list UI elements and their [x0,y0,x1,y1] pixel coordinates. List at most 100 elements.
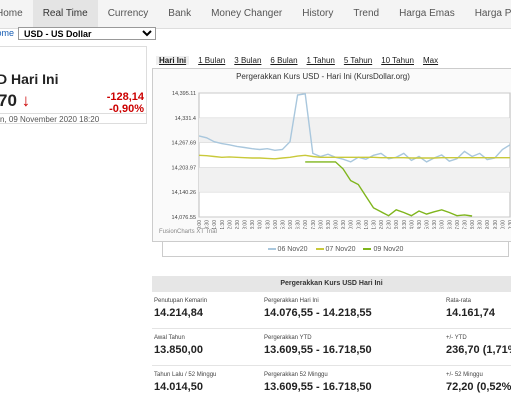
nav-harga-emas[interactable]: Harga Emas [399,8,455,19]
y-tick-label: 14,140.26 [172,190,196,196]
nav-harga-perak[interactable]: Harga Perak [474,8,511,19]
x-tick-label: 11:00 [364,220,370,229]
cell-label: Pergerakkan 52 Minggu [264,372,328,378]
legend-entry[interactable]: 09 Nov20 [363,246,403,253]
x-tick-label: 12:00 [379,220,385,229]
stats-table: Pergerakkan Kurs USD Hari Ini Penutupan … [152,276,511,400]
stats-table-header: Pergerakkan Kurs USD Hari Ini [152,276,511,292]
x-tick-label: 03:30 [250,220,256,229]
legend-entry[interactable]: 06 Nov20 [267,246,308,253]
nav-history[interactable]: History [302,8,334,19]
x-tick-label: 07:00 [303,220,309,229]
legend-swatch [363,248,372,250]
grid-band [199,117,510,143]
cell-label: Tahun Lalu / 52 Minggu [154,372,217,378]
table-row: Penutupan Kemarin 14.214,84 Pergerakkan H… [152,292,511,329]
cell-value: 72,20 (0,52% [446,381,511,393]
legend-label: 07 Nov20 [325,245,356,253]
cell-value: 14.014,50 [154,381,203,393]
x-tick-label: 15:00 [425,220,431,229]
x-tick-label: 13:30 [402,220,408,229]
tab-6-bulan[interactable]: 6 Bulan [270,56,298,65]
x-tick-label: 17:30 [462,220,468,229]
grid-band [199,167,510,193]
tab-3-bulan[interactable]: 3 Bulan [234,56,262,65]
x-tick-label: 01:00 [212,220,218,229]
cell-value: 14.214,84 [154,307,203,319]
period-tabs: Hari Ini 1 Bulan 3 Bulan 6 Bulan 1 Tahun… [156,56,447,65]
tab-1-bulan[interactable]: 1 Bulan [198,56,226,65]
rate-chart: Pergerakkan Kurs USD - Hari Ini (KursDol… [152,68,511,242]
tab-hari-ini[interactable]: Hari Ini [156,56,190,65]
nav-currency[interactable]: Currency [107,8,149,19]
cell-value: 236,70 (1,71% [446,344,511,356]
x-tick-label: 06:30 [296,220,302,229]
nav-money-changer[interactable]: Money Changer [211,8,283,19]
tab-1-tahun[interactable]: 1 Tahun [306,56,335,65]
breadcrumb-home-link[interactable]: Home [0,28,15,38]
x-tick-label: 04:30 [265,220,271,229]
x-tick-label: 18:00 [470,220,476,229]
plot-area [198,92,511,218]
x-tick-label: 10:00 [349,220,355,229]
summary-divider [0,113,146,114]
x-tick-label: 08:00 [318,220,324,229]
legend-label: 09 Nov20 [373,245,404,253]
table-cell: +/- 52 Minggu 72,20 (0,52% [444,366,511,402]
nav-real-time[interactable]: Real Time [32,0,98,28]
legend-swatch [315,248,324,250]
cell-label: Penutupan Kemarin [154,298,208,304]
tab-5-tahun[interactable]: 5 Tahun [343,56,373,65]
x-tick-label: 00:30 [205,220,211,229]
nav-home[interactable]: Home [0,8,23,19]
cell-label: Awal Tahun [154,335,185,341]
table-cell: +/- YTD 236,70 (1,71% [444,329,511,365]
x-tick-label: 10:30 [356,220,362,229]
x-tick-label: 17:00 [455,220,461,229]
x-tick-label: 03:00 [243,220,249,229]
summary-rate: 70 ↓ [0,91,30,111]
x-tick-label: 02:00 [227,220,233,229]
y-tick-label: 14,076.55 [172,215,196,221]
breadcrumb: Home USD - US Dollar [0,26,157,40]
summary-date: n, 09 November 2020 18:20 [0,115,100,124]
tab-10-tahun[interactable]: 10 Tahun [381,56,414,65]
cell-value: 13.850,00 [154,344,203,356]
x-tick-label: 05:00 [273,220,279,229]
table-cell: Rata-rata 14.161,74 [444,292,511,328]
cell-label: Rata-rata [446,298,472,304]
x-tick-label: 19:00 [485,220,491,229]
cell-label: Pergerakkan Hari Ini [264,298,319,304]
x-tick-label: 04:00 [258,220,264,229]
summary-change-abs: -128,14 [106,91,144,103]
cell-label: +/- YTD [446,335,467,341]
x-tick-label: 15:30 [432,220,438,229]
y-tick-label: 14,267.69 [172,141,196,147]
table-cell: Pergerakkan 52 Minggu 13.609,55 - 16.718,… [262,366,444,402]
x-tick-label: 16:30 [447,220,453,229]
arrow-down-icon: ↓ [21,91,31,110]
legend-entry[interactable]: 07 Nov20 [315,245,356,253]
y-tick-label: 14,395.11 [172,91,196,97]
x-tick-label: 20:30 [508,220,511,229]
nav-trend[interactable]: Trend [353,8,380,19]
currency-select[interactable]: USD - US Dollar [18,26,157,40]
cell-value: 14.161,74 [446,307,495,319]
summary-change-pct: -0,90% [109,103,144,115]
x-tick-label: 01:30 [220,220,226,229]
x-tick-label: 19:30 [493,220,499,229]
legend-swatch [267,248,276,250]
x-tick-label: 11:30 [371,220,377,229]
x-tick-label: 09:00 [334,220,340,229]
cell-label: +/- 52 Minggu [446,372,483,378]
cell-value: 14.076,55 - 14.218,55 [264,307,372,319]
x-tick-label: 07:30 [311,220,317,229]
chart-footer: FusionCharts XT Trial [159,229,217,235]
cell-label: Pergerakkan YTD [264,335,312,341]
nav-bank[interactable]: Bank [168,8,192,19]
summary-change: -128,14 -0,90% [107,91,144,115]
y-tick-label: 14,331.4 [175,116,196,122]
tab-max[interactable]: Max [422,56,439,65]
x-tick-label: 08:30 [326,220,332,229]
chart-svg: 14,395.11 14,331.4 14,267.69 14,203.97 14,14… [172,91,511,229]
